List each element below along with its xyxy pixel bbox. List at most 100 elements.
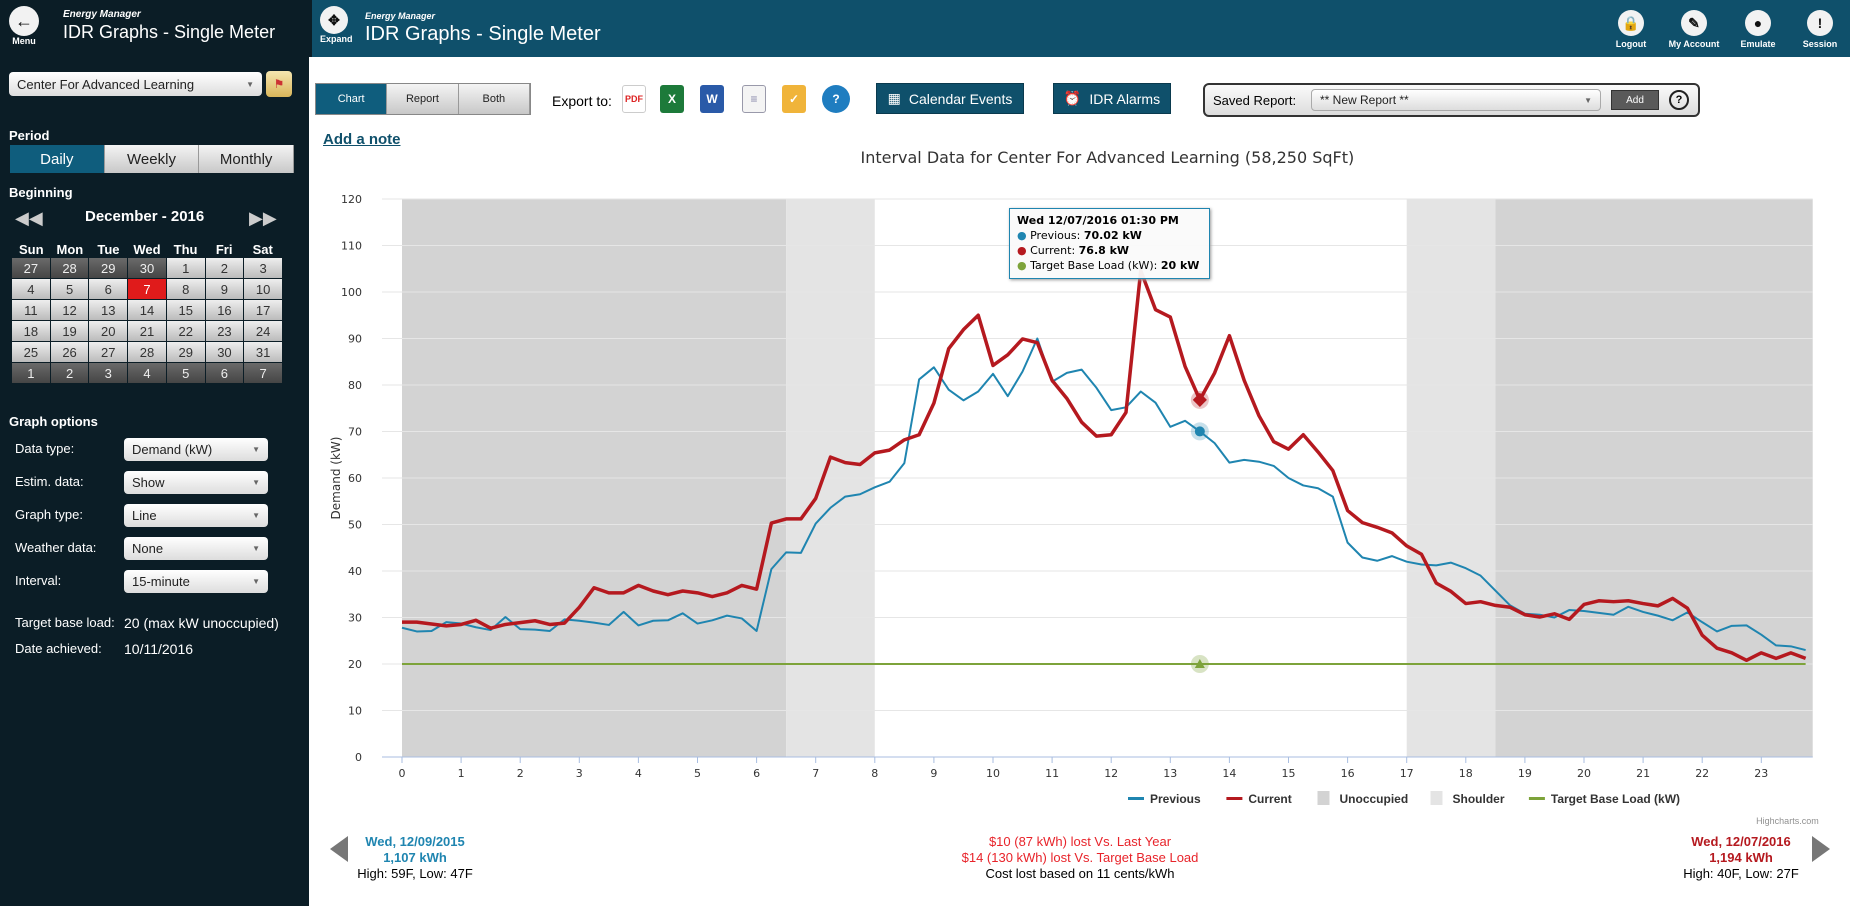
chevron-down-icon: ▼: [252, 544, 260, 553]
calendar-day[interactable]: 8: [166, 279, 205, 299]
calendar-day[interactable]: 22: [166, 321, 205, 341]
account-icon: ✎: [1681, 10, 1707, 36]
pdf-icon[interactable]: PDF: [622, 85, 646, 113]
calendar-day[interactable]: 17: [244, 300, 282, 320]
map-icon[interactable]: ⚑: [266, 71, 292, 97]
expand-button[interactable]: ✥ Expand: [320, 6, 353, 44]
calendar-day[interactable]: 5: [166, 363, 205, 383]
chart-tooltip: Wed 12/07/2016 01:30 PM ● Previous: 70.0…: [1009, 208, 1210, 279]
legend-item: Shoulder: [1453, 792, 1505, 806]
calendar-day[interactable]: 16: [205, 300, 244, 320]
calendar-day[interactable]: 19: [50, 321, 89, 341]
option-select[interactable]: 15-minute ▼: [124, 570, 268, 593]
calendar-day[interactable]: 27: [12, 258, 50, 278]
site-select[interactable]: Center For Advanced Learning ▼: [9, 72, 262, 96]
calendar-day[interactable]: 5: [50, 279, 89, 299]
calendar-day[interactable]: 2: [50, 363, 89, 383]
y-tick-label: 90: [348, 333, 362, 346]
alarm-clock-icon: ⏰: [1063, 90, 1082, 106]
y-tick-label: 50: [348, 519, 362, 532]
calendar-day[interactable]: 9: [205, 279, 244, 299]
legend-symbol: [1128, 797, 1144, 800]
excel-icon[interactable]: X: [660, 85, 684, 113]
target-base-load-label: Target base load:: [15, 615, 115, 630]
calendar-day[interactable]: 4: [12, 279, 50, 299]
chevron-down-icon: ▼: [246, 79, 254, 89]
previous-kwh: 1,107 kWh: [383, 850, 447, 865]
calendar-day[interactable]: 28: [128, 342, 166, 362]
tooltip-row-target: ● Target Base Load (kW): 20 kW: [1017, 259, 1200, 272]
calendar-day[interactable]: 3: [244, 258, 282, 278]
x-tick-label: 6: [753, 767, 760, 780]
calendar-day[interactable]: 3: [89, 363, 128, 383]
period-monthly[interactable]: Monthly: [199, 145, 295, 173]
option-label: Interval:: [15, 573, 62, 588]
calendar-day-selected[interactable]: 7: [128, 279, 166, 299]
calendar-day[interactable]: 26: [50, 342, 89, 362]
calendar-day[interactable]: 29: [166, 342, 205, 362]
document-icon[interactable]: ≡: [742, 85, 766, 113]
calendar-day[interactable]: 13: [89, 300, 128, 320]
saved-report-select[interactable]: ** New Report ** ▼: [1311, 89, 1601, 111]
tab-chart[interactable]: Chart: [316, 84, 388, 114]
calendar-day[interactable]: 20: [89, 321, 128, 341]
option-select[interactable]: Line ▼: [124, 504, 268, 527]
header: ✥ Expand Energy Manager IDR Graphs - Sin…: [309, 0, 1850, 57]
calendar-day[interactable]: 23: [205, 321, 244, 341]
weekday-header: Fri: [215, 242, 233, 257]
calendar-day[interactable]: 10: [244, 279, 282, 299]
email-icon[interactable]: ✓: [782, 85, 806, 113]
next-day-arrow[interactable]: [1812, 836, 1830, 862]
y-tick-label: 20: [348, 658, 362, 671]
calendar-day[interactable]: 30: [205, 342, 244, 362]
calendar-day[interactable]: 28: [50, 258, 89, 278]
add-button[interactable]: Add: [1611, 90, 1659, 110]
session-button[interactable]: ! Session: [1792, 10, 1848, 49]
calendar-events-button[interactable]: ▦ Calendar Events: [876, 83, 1024, 114]
calendar-day[interactable]: 1: [166, 258, 205, 278]
calendar-day[interactable]: 12: [50, 300, 89, 320]
option-select[interactable]: Demand (kW) ▼: [124, 438, 268, 461]
x-tick-label: 12: [1104, 767, 1118, 780]
calendar-day[interactable]: 30: [128, 258, 166, 278]
highcharts-credit: Highcharts.com: [1756, 816, 1819, 826]
calendar-day[interactable]: 6: [89, 279, 128, 299]
word-icon[interactable]: W: [700, 85, 724, 113]
add-note-link[interactable]: Add a note: [323, 131, 401, 148]
calendar-day[interactable]: 4: [128, 363, 166, 383]
tab-both[interactable]: Both: [458, 84, 530, 114]
loss-vs-last-year: $10 (87 kWh) lost Vs. Last Year: [988, 834, 1172, 849]
calendar-day[interactable]: 24: [244, 321, 282, 341]
x-tick-label: 11: [1045, 767, 1059, 780]
my-account-button[interactable]: ✎ My Account: [1666, 10, 1722, 49]
calendar-day[interactable]: 14: [128, 300, 166, 320]
help-icon[interactable]: ?: [822, 85, 850, 113]
option-select[interactable]: Show ▼: [124, 471, 268, 494]
next-month-icon[interactable]: ▶▶: [249, 208, 277, 228]
calendar-day[interactable]: 21: [128, 321, 166, 341]
saved-report-help-icon[interactable]: ?: [1669, 90, 1689, 110]
menu-button[interactable]: ← Menu: [9, 6, 39, 46]
calendar-day[interactable]: 7: [244, 363, 282, 383]
y-tick-label: 60: [348, 472, 362, 485]
tab-report[interactable]: Report: [387, 84, 459, 114]
calendar-day[interactable]: 11: [12, 300, 50, 320]
x-tick-label: 1: [458, 767, 465, 780]
calendar-day[interactable]: 31: [244, 342, 282, 362]
period-weekly[interactable]: Weekly: [104, 145, 200, 173]
option-select[interactable]: None ▼: [124, 537, 268, 560]
calendar-day[interactable]: 1: [12, 363, 50, 383]
idr-alarms-button[interactable]: ⏰ IDR Alarms: [1053, 83, 1171, 114]
emulate-button[interactable]: ● Emulate: [1730, 10, 1786, 49]
previous-day-arrow[interactable]: [330, 836, 348, 862]
calendar-day[interactable]: 25: [12, 342, 50, 362]
calendar-day[interactable]: 29: [89, 258, 128, 278]
calendar-day[interactable]: 15: [166, 300, 205, 320]
calendar-day[interactable]: 18: [12, 321, 50, 341]
previous-month-icon[interactable]: ◀◀: [15, 208, 43, 228]
calendar-day[interactable]: 6: [205, 363, 244, 383]
calendar-day[interactable]: 27: [89, 342, 128, 362]
calendar-day[interactable]: 2: [205, 258, 244, 278]
period-daily[interactable]: Daily: [10, 145, 105, 173]
logout-button[interactable]: 🔒 Logout: [1603, 10, 1659, 49]
